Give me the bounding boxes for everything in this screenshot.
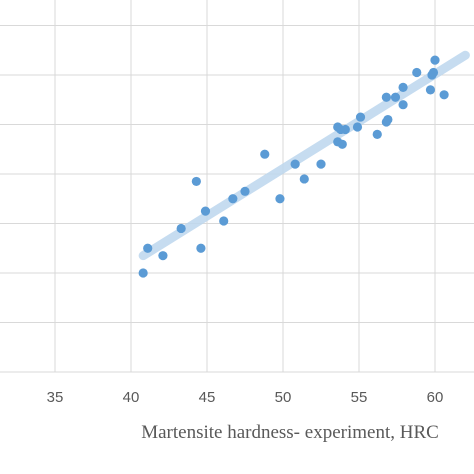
data-point [425, 85, 436, 95]
data-point [316, 159, 326, 169]
x-tick-label: 60 [427, 389, 444, 406]
data-point [275, 194, 285, 204]
data-point [398, 100, 408, 110]
data-point [290, 159, 300, 169]
data-points [138, 55, 449, 278]
data-point [143, 243, 153, 253]
x-axis-title: Martensite hardness- experiment, HRC [141, 422, 439, 443]
data-point [372, 129, 382, 139]
x-tick-label: 50 [275, 389, 292, 406]
x-tick-label: 35 [47, 389, 64, 406]
data-point [228, 194, 238, 204]
data-point [439, 90, 449, 100]
data-point [240, 186, 250, 196]
data-point [340, 124, 350, 135]
x-tick-labels: 35 40 45 50 55 60 [47, 389, 444, 406]
data-point [398, 82, 408, 92]
data-point [337, 139, 347, 149]
trendline [138, 50, 470, 261]
x-tick-label: 55 [351, 389, 368, 406]
x-tick-label: 40 [123, 389, 140, 406]
data-point [355, 112, 366, 122]
data-point [428, 67, 439, 78]
gridlines [0, 0, 474, 373]
data-point [219, 216, 229, 226]
data-point [383, 114, 393, 125]
data-point [138, 268, 148, 278]
x-tick-label: 45 [199, 389, 216, 406]
data-point [191, 176, 201, 187]
data-point [196, 243, 206, 253]
data-point [381, 92, 391, 102]
data-point [158, 251, 168, 261]
data-point [412, 67, 422, 78]
data-point [299, 174, 309, 184]
data-point [430, 55, 440, 65]
data-point [176, 223, 186, 234]
data-point [352, 122, 363, 132]
data-point [200, 206, 211, 216]
trendline-group [138, 50, 470, 261]
data-point [390, 92, 401, 102]
data-point [260, 149, 270, 159]
